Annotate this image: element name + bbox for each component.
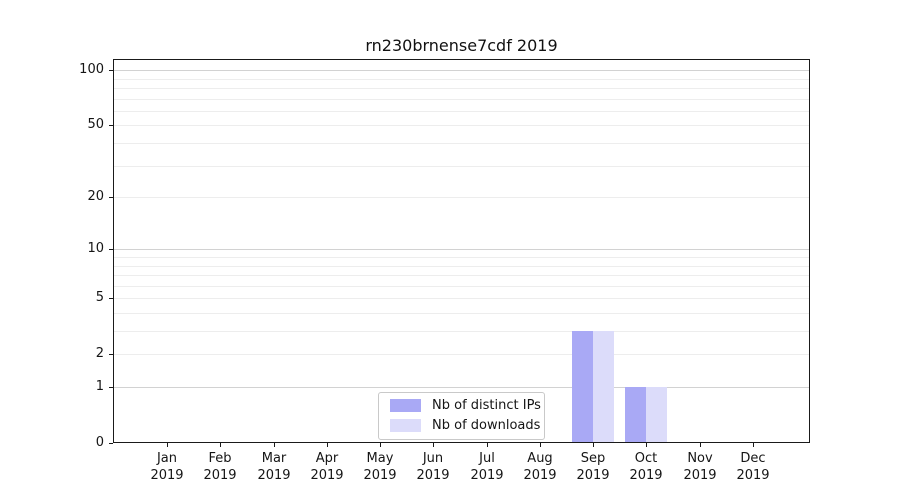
y-tick-label: 5 bbox=[95, 290, 104, 305]
gridline-minor bbox=[114, 143, 809, 144]
x-tick-mark bbox=[487, 443, 488, 447]
x-tick-mark bbox=[327, 443, 328, 447]
gridline-minor bbox=[114, 257, 809, 258]
x-tick-mark bbox=[753, 443, 754, 447]
x-tick-label: Dec 2019 bbox=[736, 451, 770, 483]
x-tick-mark bbox=[700, 443, 701, 447]
gridline-minor bbox=[114, 275, 809, 276]
y-tick-mark bbox=[109, 443, 113, 444]
gridline-minor bbox=[114, 298, 809, 299]
x-tick-label: Apr 2019 bbox=[310, 451, 344, 483]
legend-swatch-downloads bbox=[390, 419, 421, 432]
x-tick-label: Jun 2019 bbox=[416, 451, 450, 483]
bar-distinct-ips bbox=[572, 331, 593, 443]
gridline-minor bbox=[114, 313, 809, 314]
legend: Nb of distinct IPs Nb of downloads bbox=[378, 392, 545, 440]
gridline-minor bbox=[114, 266, 809, 267]
y-tick-label: 20 bbox=[87, 189, 104, 204]
gridline-minor bbox=[114, 354, 809, 355]
y-tick-mark bbox=[109, 249, 113, 250]
x-tick-mark bbox=[220, 443, 221, 447]
plot-frame bbox=[113, 59, 810, 443]
x-tick-label: Nov 2019 bbox=[683, 451, 717, 483]
x-tick-label: May 2019 bbox=[363, 451, 397, 483]
gridline-minor bbox=[114, 111, 809, 112]
y-tick-mark bbox=[109, 125, 113, 126]
legend-label-distinct-ips: Nb of distinct IPs bbox=[432, 398, 541, 413]
chart-title: rn230brnense7cdf 2019 bbox=[365, 36, 558, 55]
y-tick-mark bbox=[109, 298, 113, 299]
legend-label-downloads: Nb of downloads bbox=[432, 418, 541, 433]
gridline-minor bbox=[114, 79, 809, 80]
gridline-minor bbox=[114, 125, 809, 126]
y-tick-label: 0 bbox=[95, 435, 104, 450]
gridline-minor bbox=[114, 286, 809, 287]
legend-item-distinct-ips: Nb of distinct IPs bbox=[387, 398, 541, 413]
y-tick-mark bbox=[109, 387, 113, 388]
x-tick-label: Feb 2019 bbox=[203, 451, 237, 483]
x-tick-label: Jan 2019 bbox=[150, 451, 184, 483]
x-tick-mark bbox=[380, 443, 381, 447]
y-tick-mark bbox=[109, 197, 113, 198]
y-tick-label: 50 bbox=[87, 117, 104, 132]
y-tick-label: 1 bbox=[95, 379, 104, 394]
x-tick-mark bbox=[646, 443, 647, 447]
gridline-minor bbox=[114, 99, 809, 100]
gridline-minor bbox=[114, 88, 809, 89]
x-tick-mark bbox=[540, 443, 541, 447]
gridline-major bbox=[114, 387, 809, 388]
x-tick-mark bbox=[433, 443, 434, 447]
x-tick-mark bbox=[167, 443, 168, 447]
y-tick-label: 10 bbox=[87, 241, 104, 256]
gridline-minor bbox=[114, 331, 809, 332]
x-tick-label: Oct 2019 bbox=[629, 451, 663, 483]
bar-downloads bbox=[593, 331, 614, 443]
gridline-minor bbox=[114, 197, 809, 198]
x-tick-label: Sep 2019 bbox=[576, 451, 610, 483]
legend-swatch-distinct-ips bbox=[390, 399, 421, 412]
y-tick-label: 2 bbox=[95, 346, 104, 361]
x-tick-mark bbox=[274, 443, 275, 447]
legend-item-downloads: Nb of downloads bbox=[387, 418, 540, 433]
y-tick-label: 100 bbox=[79, 62, 104, 77]
x-tick-label: Jul 2019 bbox=[470, 451, 504, 483]
gridline-major bbox=[114, 249, 809, 250]
y-tick-mark bbox=[109, 354, 113, 355]
y-tick-mark bbox=[109, 70, 113, 71]
bar-downloads bbox=[646, 387, 667, 443]
gridline-major bbox=[114, 70, 809, 71]
bar-distinct-ips bbox=[625, 387, 646, 443]
x-tick-label: Mar 2019 bbox=[257, 451, 291, 483]
gridline-minor bbox=[114, 166, 809, 167]
x-tick-label: Aug 2019 bbox=[523, 451, 557, 483]
x-tick-mark bbox=[593, 443, 594, 447]
